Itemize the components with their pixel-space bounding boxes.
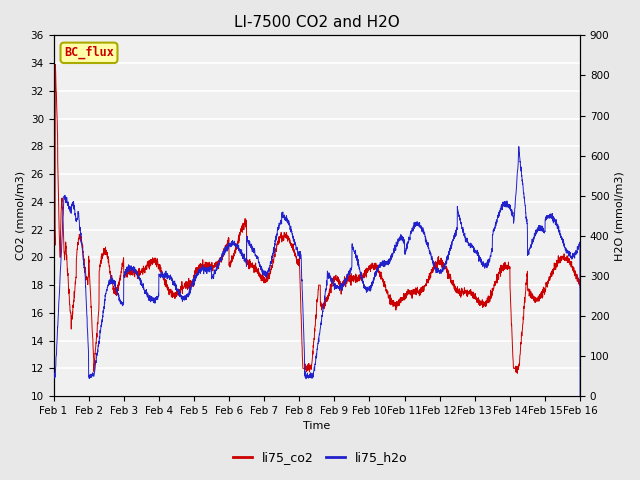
Title: LI-7500 CO2 and H2O: LI-7500 CO2 and H2O bbox=[234, 15, 400, 30]
Y-axis label: CO2 (mmol/m3): CO2 (mmol/m3) bbox=[15, 171, 25, 260]
Y-axis label: H2O (mmol/m3): H2O (mmol/m3) bbox=[615, 171, 625, 261]
Legend: li75_co2, li75_h2o: li75_co2, li75_h2o bbox=[228, 446, 412, 469]
Text: BC_flux: BC_flux bbox=[64, 46, 114, 60]
X-axis label: Time: Time bbox=[303, 421, 330, 432]
